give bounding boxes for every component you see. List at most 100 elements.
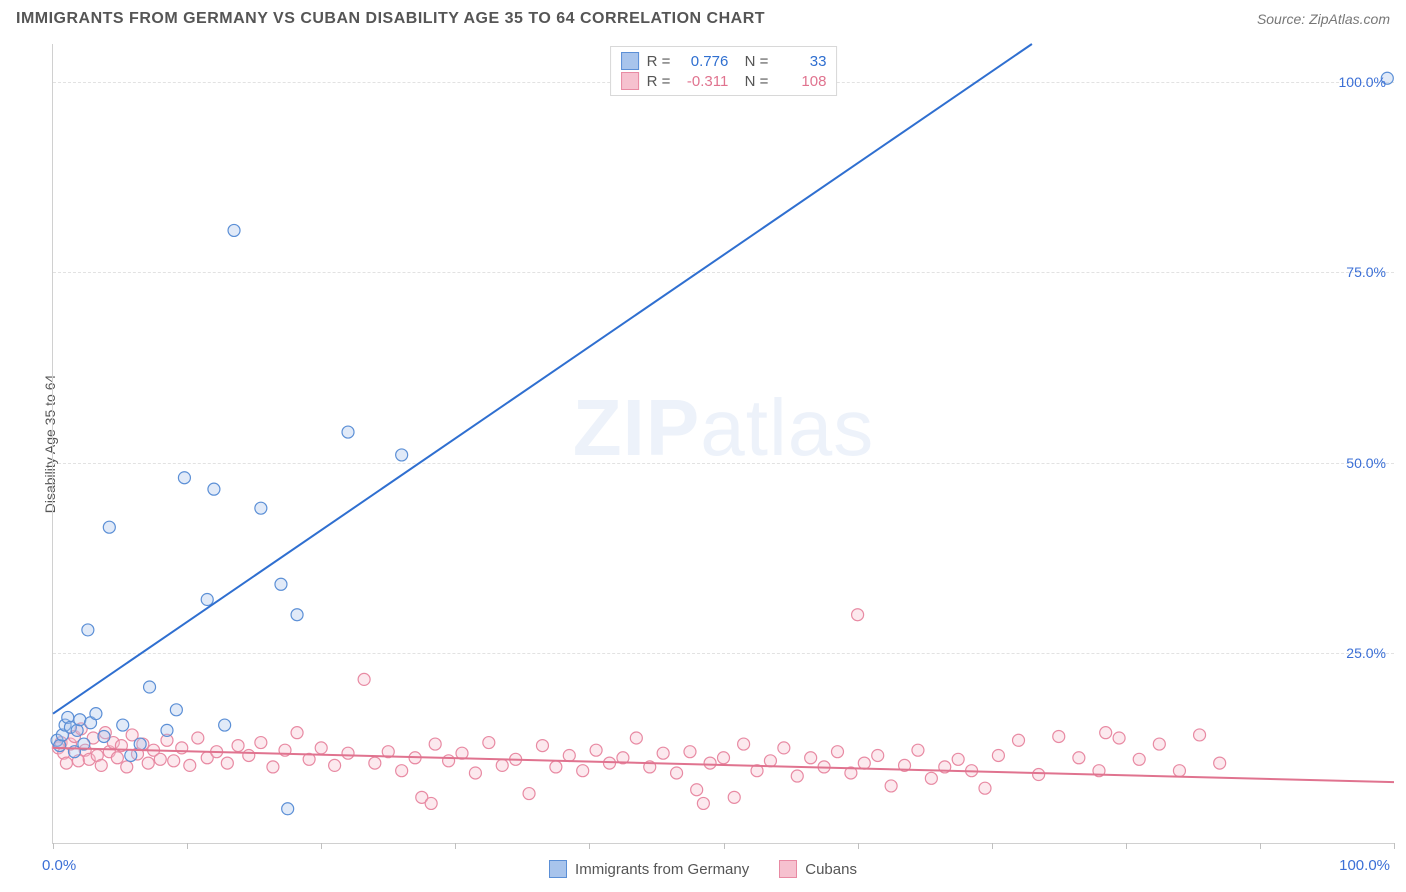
scatter-point-cubans xyxy=(718,752,730,764)
scatter-point-cubans xyxy=(912,744,924,756)
scatter-point-cubans xyxy=(60,757,72,769)
scatter-point-cubans xyxy=(342,747,354,759)
stats-row-germany: R =0.776 N =33 xyxy=(621,51,827,71)
scatter-point-germany xyxy=(219,719,231,731)
x-tick xyxy=(1126,843,1127,849)
scatter-point-cubans xyxy=(671,767,683,779)
scatter-point-germany xyxy=(208,483,220,495)
stats-n-value-cubans: 108 xyxy=(776,73,826,90)
stats-n-label: N = xyxy=(736,53,768,70)
scatter-point-cubans xyxy=(738,738,750,750)
y-tick-label: 100.0% xyxy=(1339,74,1386,90)
scatter-point-germany xyxy=(178,472,190,484)
y-tick-label: 25.0% xyxy=(1346,645,1386,661)
scatter-point-germany xyxy=(134,738,146,750)
stats-row-cubans: R = -0.311 N = 108 xyxy=(621,71,827,91)
legend-item: Immigrants from Germany xyxy=(549,860,749,878)
legend-swatch xyxy=(549,860,567,878)
legend-item: Cubans xyxy=(779,860,857,878)
scatter-point-germany xyxy=(282,803,294,815)
scatter-point-cubans xyxy=(684,746,696,758)
scatter-point-cubans xyxy=(831,746,843,758)
scatter-point-cubans xyxy=(1133,753,1145,765)
correlation-chart: Disability Age 35 to 64 ZIPatlas R =0.77… xyxy=(42,44,1394,844)
scatter-point-cubans xyxy=(1100,727,1112,739)
scatter-point-germany xyxy=(161,724,173,736)
x-tick xyxy=(992,843,993,849)
scatter-point-cubans xyxy=(111,752,123,764)
legend-label: Immigrants from Germany xyxy=(575,861,749,878)
scatter-point-germany xyxy=(54,740,66,752)
source-name: ZipAtlas.com xyxy=(1309,11,1390,27)
scatter-point-cubans xyxy=(697,797,709,809)
scatter-point-germany xyxy=(170,704,182,716)
x-tick xyxy=(724,843,725,849)
scatter-point-cubans xyxy=(291,727,303,739)
trend-line-germany xyxy=(53,44,1032,714)
scatter-point-germany xyxy=(342,426,354,438)
scatter-point-germany xyxy=(201,593,213,605)
scatter-point-cubans xyxy=(885,780,897,792)
stats-r-value-cubans: -0.311 xyxy=(678,73,728,90)
x-tick xyxy=(187,843,188,849)
y-tick-label: 75.0% xyxy=(1346,264,1386,280)
scatter-point-cubans xyxy=(243,749,255,761)
scatter-point-cubans xyxy=(483,737,495,749)
scatter-point-cubans xyxy=(728,791,740,803)
stats-r-label: R = xyxy=(647,73,671,90)
scatter-point-cubans xyxy=(396,765,408,777)
stats-legend: R =0.776 N =33R =-0.311 N =108 xyxy=(610,46,838,96)
scatter-point-cubans xyxy=(925,772,937,784)
scatter-point-cubans xyxy=(168,755,180,767)
scatter-point-cubans xyxy=(154,753,166,765)
scatter-point-cubans xyxy=(1073,752,1085,764)
x-tick xyxy=(321,843,322,849)
scatter-point-germany xyxy=(74,714,86,726)
scatter-point-germany xyxy=(228,224,240,236)
source-attribution: Source: ZipAtlas.com xyxy=(1257,11,1390,27)
x-tick xyxy=(589,843,590,849)
scatter-point-cubans xyxy=(791,770,803,782)
scatter-point-cubans xyxy=(1013,734,1025,746)
scatter-point-cubans xyxy=(590,744,602,756)
scatter-point-cubans xyxy=(95,759,107,771)
scatter-point-cubans xyxy=(852,609,864,621)
scatter-point-cubans xyxy=(358,673,370,685)
scatter-point-cubans xyxy=(657,747,669,759)
page-title: IMMIGRANTS FROM GERMANY VS CUBAN DISABIL… xyxy=(16,10,765,28)
scatter-point-germany xyxy=(125,749,137,761)
x-tick xyxy=(1260,843,1261,849)
scatter-point-germany xyxy=(255,502,267,514)
scatter-point-cubans xyxy=(315,742,327,754)
scatter-point-cubans xyxy=(1153,738,1165,750)
stats-n-label: N = xyxy=(736,73,768,90)
scatter-point-cubans xyxy=(979,782,991,794)
scatter-point-cubans xyxy=(255,737,267,749)
swatch-germany xyxy=(621,52,639,70)
scatter-point-cubans xyxy=(630,732,642,744)
scatter-point-cubans xyxy=(536,740,548,752)
swatch-cubans xyxy=(621,72,639,90)
plot-svg xyxy=(53,44,1394,843)
scatter-point-germany xyxy=(82,624,94,636)
scatter-point-cubans xyxy=(872,749,884,761)
scatter-point-cubans xyxy=(184,759,196,771)
scatter-point-germany xyxy=(396,449,408,461)
legend-swatch xyxy=(779,860,797,878)
scatter-point-cubans xyxy=(1053,730,1065,742)
series-legend: Immigrants from Germany Cubans xyxy=(0,860,1406,878)
scatter-point-cubans xyxy=(443,755,455,767)
scatter-point-cubans xyxy=(1113,732,1125,744)
scatter-point-cubans xyxy=(764,755,776,767)
scatter-point-cubans xyxy=(858,757,870,769)
plot-area: ZIPatlas R =0.776 N =33R =-0.311 N =108 … xyxy=(52,44,1394,844)
scatter-point-cubans xyxy=(691,784,703,796)
scatter-point-germany xyxy=(90,708,102,720)
x-tick xyxy=(1394,843,1395,849)
scatter-point-cubans xyxy=(142,757,154,769)
scatter-point-cubans xyxy=(429,738,441,750)
scatter-point-cubans xyxy=(221,757,233,769)
legend-label: Cubans xyxy=(805,861,857,878)
scatter-point-cubans xyxy=(267,761,279,773)
stats-r-label: R = xyxy=(647,53,671,70)
